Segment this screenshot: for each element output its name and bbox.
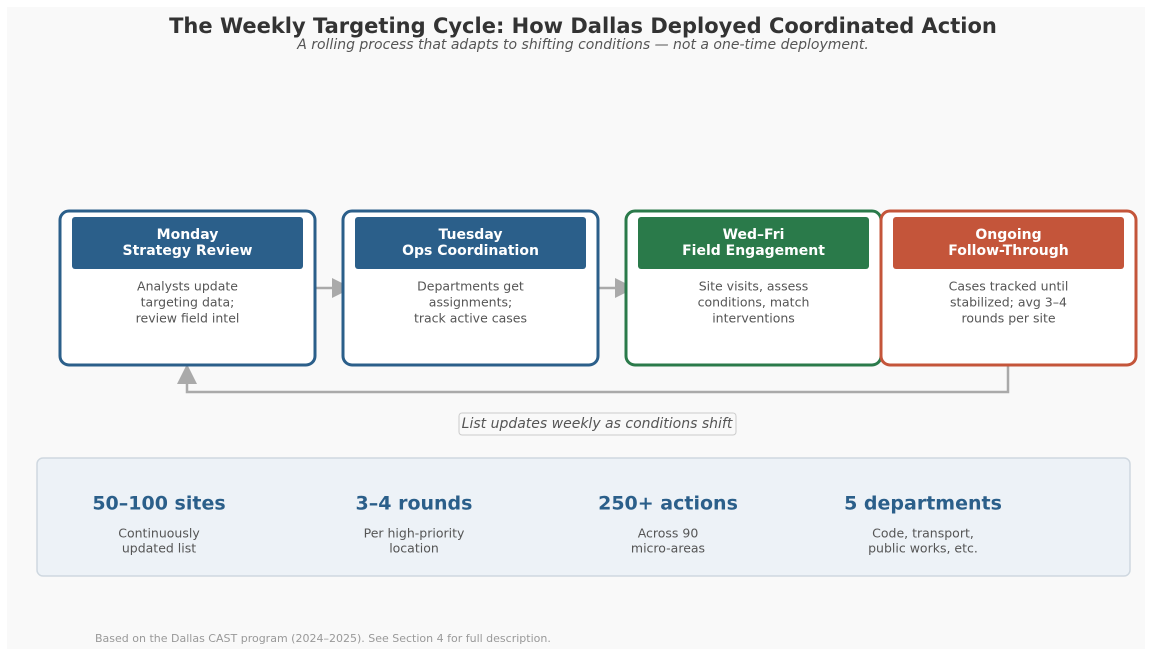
stat-description: Code, transport, xyxy=(872,526,974,541)
stat-value: 250+ actions xyxy=(598,493,738,515)
step-body: track active cases xyxy=(414,311,527,326)
stat-description: updated list xyxy=(122,541,196,556)
step-header xyxy=(355,217,586,269)
step-heading: Follow-Through xyxy=(948,243,1069,259)
step-heading: Field Engagement xyxy=(682,243,825,259)
stat-description: Per high-priority xyxy=(364,526,465,541)
subtitle: A rolling process that adapts to shiftin… xyxy=(296,37,869,53)
step-body: Cases tracked until xyxy=(949,279,1069,294)
step-heading: Monday xyxy=(157,227,219,243)
stat-value: 50–100 sites xyxy=(92,493,225,515)
step-heading: Wed–Fri xyxy=(723,227,785,243)
step-body: Departments get xyxy=(417,279,524,294)
stat-description: location xyxy=(389,541,439,556)
step-body: assignments; xyxy=(429,295,512,310)
stat-value: 5 departments xyxy=(844,493,1002,515)
loop-label-box xyxy=(458,412,737,436)
stat-description: micro-areas xyxy=(631,541,705,556)
feedback-arrow xyxy=(177,362,1010,394)
step-header xyxy=(72,217,303,269)
step-heading: Ops Coordination xyxy=(402,243,539,259)
step-body: review field intel xyxy=(136,311,240,326)
footnote: Based on the Dallas CAST program (2024–2… xyxy=(95,632,551,645)
step-header xyxy=(893,217,1124,269)
step-body: Analysts update xyxy=(137,279,238,294)
step-heading: Ongoing xyxy=(975,227,1041,243)
step-body: targeting data; xyxy=(141,295,235,310)
title: The Weekly Targeting Cycle: How Dallas D… xyxy=(169,14,997,38)
step-body: stabilized; avg 3–4 xyxy=(950,295,1067,310)
step-body: rounds per site xyxy=(961,311,1055,326)
step-body: Site visits, assess xyxy=(699,279,809,294)
step-heading: Strategy Review xyxy=(123,243,253,259)
stat-value: 3–4 rounds xyxy=(356,493,473,515)
stat-description: public works, etc. xyxy=(868,541,978,556)
stats-panel xyxy=(36,457,1131,577)
stat-description: Across 90 xyxy=(638,526,699,541)
step-heading: Tuesday xyxy=(439,227,503,243)
step-body: conditions, match xyxy=(698,295,810,310)
stat-description: Continuously xyxy=(118,526,200,541)
step-header xyxy=(638,217,869,269)
step-body: interventions xyxy=(712,311,795,326)
loop-label: List updates weekly as conditions shift xyxy=(462,416,733,432)
